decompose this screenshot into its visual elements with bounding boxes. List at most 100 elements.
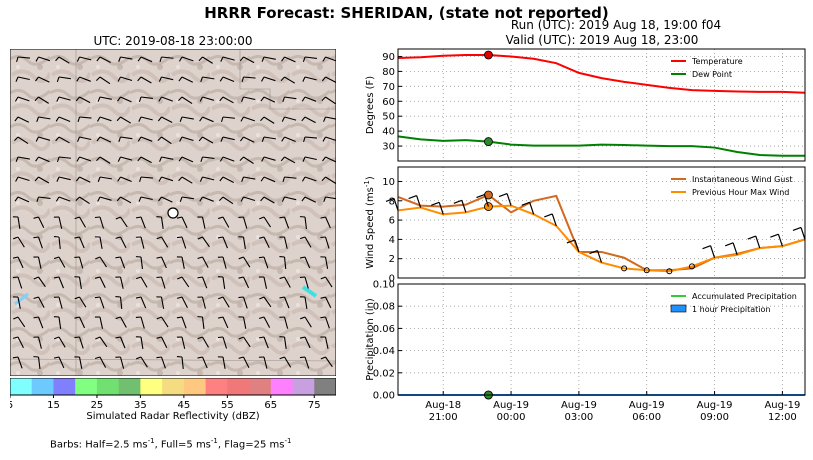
wind-barb [33,236,43,249]
wind-barb [408,194,422,208]
wind-barb [299,356,310,369]
wind-barb [179,116,194,122]
wind-barb [95,336,108,348]
wind-barb [176,216,188,229]
wind-barb [281,196,297,202]
wind-barb [33,296,45,308]
wind-barb [135,256,144,269]
wind-barb [240,116,256,122]
wind-barb [299,336,311,349]
colorbar-swatch [140,378,163,395]
wind-barb [238,296,248,309]
wind-barb [320,296,332,309]
wind-barb [34,96,49,104]
wind-barb [55,56,70,64]
legend: Instantaneous Wind Gust Previous Hour Max… [671,175,793,197]
wind-barb [177,276,190,288]
wind-barb [95,76,111,85]
wind-barb [302,76,317,82]
wind-barb [135,336,144,349]
x-tick-label: 12:00 [768,412,797,423]
wind-barb [792,226,806,240]
wind-barb [238,356,250,368]
wind-barb [35,156,50,163]
y-tick-label: 60 [382,97,395,108]
wind-barb [217,276,226,289]
wind-barb [15,156,30,162]
wind-barb [219,76,235,83]
wind-barb [115,295,123,309]
y-tick-label: 0.04 [373,346,395,357]
colorbar-tick-label: 15 [47,400,60,410]
county-boundary [10,358,336,362]
wind-barb [200,76,215,82]
wind-barb [75,196,90,204]
wind-barb [198,136,214,144]
legend: Accumulated Precipitation 1 hour Precipit… [670,292,797,314]
wind-barb [200,156,215,163]
colorbar-tick-label: 5 [10,400,13,410]
panel-frame [397,166,806,279]
wind-barb [521,201,535,215]
wind-barb [157,136,172,145]
wind-barb [115,256,126,269]
wind-barb [197,316,205,329]
wind-barb [135,216,146,229]
wind-barb [137,56,153,63]
wind-barb [240,96,256,102]
wind-barb [688,263,695,270]
colorbar-swatch [162,378,185,395]
colorbar-swatch [292,378,315,395]
colorbar-swatch [10,378,33,395]
y-tick-label: 4 [389,235,395,246]
wind-barb [589,249,603,263]
wind-barb [118,56,133,62]
y-tick-label: 0.10 [373,280,395,291]
timeseries-panel-1: 30 40 50 60 70 80 90 Degrees (F) Temperature Dew … [365,48,806,162]
wind-barb [138,196,153,202]
map-title: UTC: 2019-08-18 23:00:00 [93,34,253,48]
wind-barb [118,136,133,142]
valid-time-marker [484,50,493,60]
wind-barb [238,336,251,348]
x-tick-label: Aug-19 [493,400,529,411]
wind-barb [239,56,255,64]
wind-barb [53,316,62,329]
wind-barb [156,216,164,229]
wind-barb [197,276,208,289]
wind-barb [302,156,317,162]
wind-barb [320,256,329,269]
figure-title: HRRR Forecast: SHERIDAN, (state not repo… [204,4,609,22]
wind-barb [116,116,132,124]
wind-barb [53,235,61,249]
wind-barb [56,76,71,82]
wind-barb [137,76,152,84]
wind-barb [301,176,317,182]
wind-barb [139,176,154,183]
wind-barb [498,193,512,206]
wind-barb [258,356,268,369]
wind-barb [76,156,92,162]
colorbar-swatch [227,378,250,395]
wind-barb [197,336,209,348]
wind-barb [176,296,188,308]
wind-barb [261,156,276,162]
wind-barb [280,76,296,84]
wind-barb [240,196,256,202]
wind-barb [258,236,270,249]
colorbar-tick-label: 25 [91,400,104,410]
wind-barb [35,136,51,142]
wind-barb [566,239,580,253]
wind-barb [279,276,291,288]
wind-barb [94,236,103,249]
wind-barb [56,156,71,163]
wind-barb [36,116,51,122]
wind-barb [259,216,271,228]
wind-barb [238,256,251,268]
wind-barb [115,356,125,369]
wind-barb [158,96,173,102]
wind-barb [220,56,235,62]
wind-barb [301,196,317,203]
wind-barb [282,176,297,183]
